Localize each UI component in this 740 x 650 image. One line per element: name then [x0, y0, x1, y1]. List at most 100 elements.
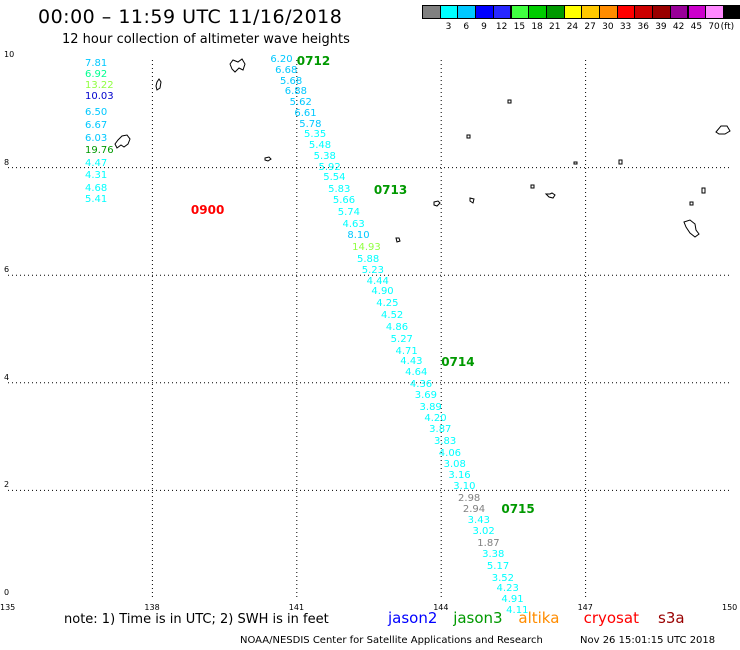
colorbar-label: 15: [513, 22, 526, 32]
wave-height-value: 5.74: [337, 206, 360, 218]
wave-height-value: 5.62: [289, 97, 312, 109]
x-tick-label: 135: [0, 603, 16, 612]
wave-height-value: 4.47: [85, 157, 108, 169]
wave-height-value: 3.08: [443, 458, 466, 470]
wave-height-value: 5.92: [318, 161, 341, 173]
pass-time-label: 0713: [373, 183, 408, 198]
wave-height-value: 5.48: [308, 140, 332, 152]
y-tick-label: 4: [4, 372, 10, 382]
wave-height-value: 2.98: [458, 493, 481, 504]
colorbar-label: 42: [672, 22, 685, 32]
generation-timestamp: Nov 26 15:01:15 UTC 2018: [580, 635, 716, 646]
wave-height-value: 4.25: [376, 298, 399, 310]
wave-height-value: 3.10: [453, 481, 476, 493]
wave-height-value: 5.41: [85, 193, 108, 205]
x-tick-label: 138: [144, 603, 160, 612]
wave-height-value: 6.88: [284, 86, 308, 98]
wave-height-value: 3.83: [433, 435, 457, 447]
wave-height-value: 3.52: [491, 572, 514, 584]
wave-height-value: 5.54: [323, 172, 346, 184]
wave-height-value: 4.68: [85, 182, 108, 194]
wave-height-value: 4.44: [366, 275, 389, 287]
wave-height-value: 13.22: [85, 79, 114, 91]
wave-height-value: 10.03: [85, 90, 114, 102]
y-tick-label: 8: [4, 157, 10, 167]
gridlines: [8, 60, 730, 598]
wave-height-value: 4.86: [385, 321, 409, 333]
colorbar-label: 24: [566, 22, 579, 32]
colorbar-unit: (ft): [720, 22, 735, 32]
colorbar-label: 3: [445, 22, 452, 32]
wave-height-value: 4.06: [438, 447, 462, 459]
wave-height-value: 4.36: [409, 378, 433, 390]
wave-height-value: 5.78: [299, 118, 322, 130]
colorbar-label: 33: [619, 22, 632, 32]
wave-height-value: 4.23: [496, 583, 519, 595]
wave-height-value: 1.87: [477, 538, 500, 550]
wave-height-value: 7.81: [85, 58, 108, 70]
wave-height-value: 19.76: [85, 145, 114, 157]
colorbar-label: 18: [531, 22, 543, 32]
wave-height-value: 5.23: [361, 264, 385, 276]
wave-height-value: 6.50: [85, 107, 108, 119]
colorbar-label: 39: [655, 22, 667, 32]
wave-height-value: 4.11: [506, 604, 529, 616]
wave-height-value: 4.63: [342, 218, 365, 230]
wave-height-value: 4.64: [405, 367, 428, 379]
wave-height-value: 3.16: [448, 470, 471, 482]
wave-height-value: 5.17: [486, 560, 510, 572]
wave-height-value: 4.91: [501, 594, 524, 606]
footnote: note: 1) Time is in UTC; 2) SWH is in fe…: [64, 612, 329, 627]
satellite-name-cryosat: cryosat: [583, 609, 639, 627]
wave-height-value: 3.43: [467, 514, 490, 526]
y-tick-label: 10: [4, 50, 15, 59]
wave-height-value: 4.31: [85, 170, 108, 182]
y-tick-label: 0: [4, 588, 10, 597]
wave-height-value: 3.38: [482, 548, 505, 560]
wave-height-value: 5.66: [332, 194, 356, 206]
wave-height-value: 4.43: [400, 356, 423, 368]
map-title: 00:00 – 11:59 UTC 11/16/2018: [38, 6, 343, 28]
wave-height-value: 3.89: [419, 401, 442, 413]
wave-height-value: 3.69: [414, 389, 437, 401]
pass-time-label: 0714: [441, 355, 475, 370]
satellite-name-s3a: s3a: [658, 609, 685, 627]
satellite-name-altika: altika: [518, 609, 560, 627]
wave-height-value: 5.38: [313, 150, 336, 162]
colorbar-label: 12: [495, 22, 508, 32]
colorbar-label: 36: [637, 22, 649, 32]
wave-height-value: 6.03: [85, 133, 108, 145]
pass-time-label: 0712: [296, 54, 331, 69]
colorbar-label: 45: [690, 22, 703, 32]
credit-line: NOAA/NESDIS Center for Satellite Applica…: [240, 635, 543, 646]
x-tick-label: 147: [577, 603, 593, 612]
wave-height-value: 4.71: [395, 345, 418, 357]
colorbar-label: 27: [584, 22, 596, 32]
y-tick-label: 6: [4, 265, 10, 275]
x-tick-label: 150: [722, 603, 738, 612]
pass-time-label: 0900: [190, 202, 225, 217]
colorbar-label: 30: [602, 22, 614, 32]
x-tick-label: 141: [288, 603, 305, 612]
wave-height-value: 5.88: [356, 254, 380, 266]
pass-time-label: 0715: [501, 501, 535, 516]
wave-height-value: 8.10: [347, 230, 370, 242]
wave-height-value: 5.35: [304, 129, 327, 141]
satellite-name-jason3: jason3: [453, 609, 503, 627]
colorbar-swatch: [722, 5, 740, 19]
island-outlines: [114, 58, 731, 243]
wave-height-value: 5.83: [328, 184, 351, 196]
map-subtitle: 12 hour collection of altimeter wave hei…: [62, 32, 350, 47]
wave-height-value: 5.68: [279, 75, 303, 87]
wave-height-value: 4.20: [424, 413, 447, 425]
wave-height-value: 6.92: [85, 69, 108, 81]
wave-height-value: 2.94: [462, 503, 486, 515]
colorbar-label: 9: [481, 22, 487, 32]
wave-height-value: 3.87: [429, 424, 452, 436]
colorbar-label: 21: [549, 22, 561, 32]
wave-height-value: 6.67: [85, 120, 108, 132]
satellite-name-jason2: jason2: [388, 609, 438, 627]
wave-height-value: 6.68: [275, 64, 298, 76]
wave-height-value: 4.90: [371, 286, 394, 298]
